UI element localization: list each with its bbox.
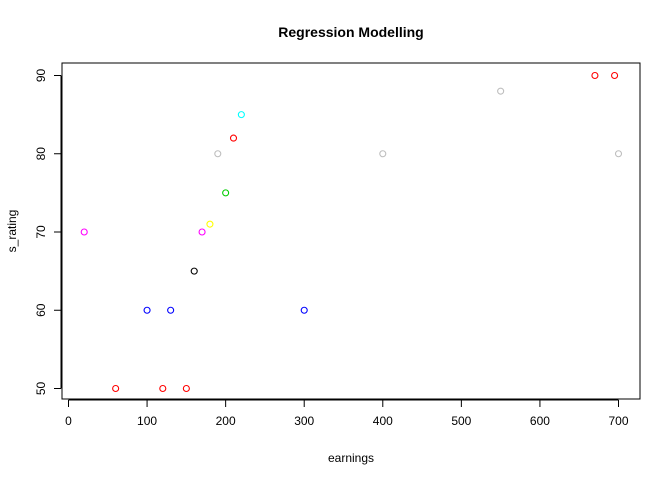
x-tick-label: 0 (65, 414, 72, 428)
data-point (222, 189, 230, 197)
data-point (300, 306, 308, 314)
x-tick-label: 700 (608, 414, 628, 428)
y-tick-label: 50 (34, 382, 48, 396)
data-point (206, 220, 214, 228)
y-tick-label: 70 (34, 225, 48, 239)
x-tick-label: 500 (451, 414, 471, 428)
data-point (80, 228, 88, 236)
data-point (614, 150, 623, 158)
y-tick-label: 60 (34, 303, 48, 317)
x-tick-label: 200 (216, 414, 236, 428)
y-tick-label: 90 (34, 69, 48, 83)
x-tick-label: 600 (530, 414, 550, 428)
data-point (611, 71, 619, 80)
data-point (198, 228, 206, 236)
data-point (159, 384, 167, 393)
data-point (167, 306, 175, 314)
y-tick-label: 80 (34, 147, 48, 161)
data-point (591, 71, 599, 80)
x-tick-label: 100 (137, 414, 157, 428)
data-point (237, 111, 245, 119)
data-point (112, 384, 120, 393)
x-tick-label: 300 (294, 414, 314, 428)
y-axis: 50 60 70 80 90 (34, 69, 62, 396)
data-point (190, 267, 198, 275)
chart-title: Regression Modelling (278, 24, 423, 40)
x-tick-label: 400 (373, 414, 393, 428)
data-point (182, 384, 190, 393)
plot-area (61, 62, 641, 400)
data-point (229, 134, 238, 142)
x-axis: 0 100 200 300 400 500 600 700 (65, 399, 629, 428)
x-axis-label: earnings (328, 451, 374, 465)
data-point (214, 150, 222, 158)
data-points (80, 71, 623, 393)
data-point (497, 87, 505, 95)
data-point (143, 306, 151, 314)
y-axis-label: s_rating (5, 210, 19, 253)
data-point (379, 150, 387, 158)
